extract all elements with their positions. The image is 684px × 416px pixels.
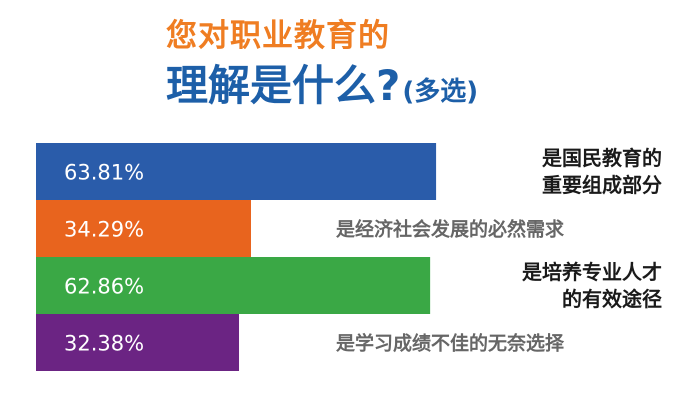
bar-value-label-1: 63.81% [64,161,144,185]
bar-2 [36,200,251,257]
bar-1 [36,143,437,200]
bar-4 [36,314,240,371]
category-label-3-line-1: 是培养专业人才 [521,260,662,284]
chart-title-main: 理解是什么? [166,61,401,110]
category-label-3-line-2: 的有效途径 [562,287,662,311]
category-label-1-line-1: 是国民教育的 [541,146,662,170]
chart-title-suffix: (多选) [402,77,479,107]
bar-value-label-3: 62.86% [64,275,144,299]
bar-value-label-2: 34.29% [64,218,144,242]
chart-title-line2: 理解是什么?(多选) [166,52,478,113]
bar-value-label-4: 32.38% [64,332,144,356]
category-label-1-line-2: 重要组成部分 [542,173,662,197]
bar-3 [36,257,431,314]
category-label-4: 是学习成绩不佳的无奈选择 [336,332,565,355]
category-label-2: 是经济社会发展的必然需求 [336,218,565,241]
chart-title-line1: 您对职业教育的 [166,18,390,54]
